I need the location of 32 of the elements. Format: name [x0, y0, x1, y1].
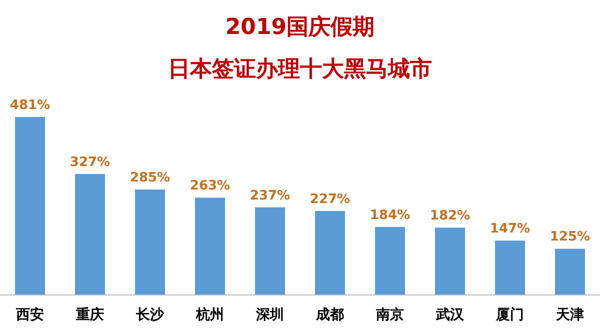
bar: [495, 240, 525, 295]
x-tick-label: 西安: [15, 306, 44, 323]
bar: [195, 198, 225, 295]
x-tick-label: 南京: [375, 306, 404, 323]
x-tick-label: 厦门: [495, 306, 524, 323]
bar: [315, 210, 345, 295]
bar: [555, 248, 585, 295]
x-tick-label: 长沙: [135, 307, 165, 323]
data-label: 227%: [310, 192, 350, 207]
data-label: 481%: [10, 98, 50, 113]
chart-subtitle: 日本签证办理十大黑马城市: [168, 56, 432, 82]
data-label: 182%: [430, 208, 470, 224]
bar: [255, 207, 285, 295]
data-label: 285%: [130, 170, 170, 186]
data-label: 327%: [70, 154, 110, 170]
data-label: 263%: [190, 178, 230, 194]
bar: [75, 174, 105, 295]
chart-title: 2019国庆假期: [225, 14, 375, 40]
data-label: 237%: [250, 188, 290, 204]
bar: [435, 228, 465, 295]
x-tick-label: 武汉: [435, 307, 465, 323]
x-tick-label: 天津: [555, 307, 584, 323]
x-tick-label: 杭州: [195, 306, 224, 323]
x-tick-label: 深圳: [255, 307, 284, 323]
bar: [135, 190, 165, 295]
data-label: 125%: [550, 230, 590, 245]
x-tick-label: 成都: [315, 307, 344, 323]
bar: [375, 226, 405, 295]
data-label: 147%: [490, 222, 530, 237]
x-tick-label: 重庆: [75, 306, 104, 323]
bar: [15, 117, 45, 295]
data-label: 184%: [370, 208, 410, 223]
